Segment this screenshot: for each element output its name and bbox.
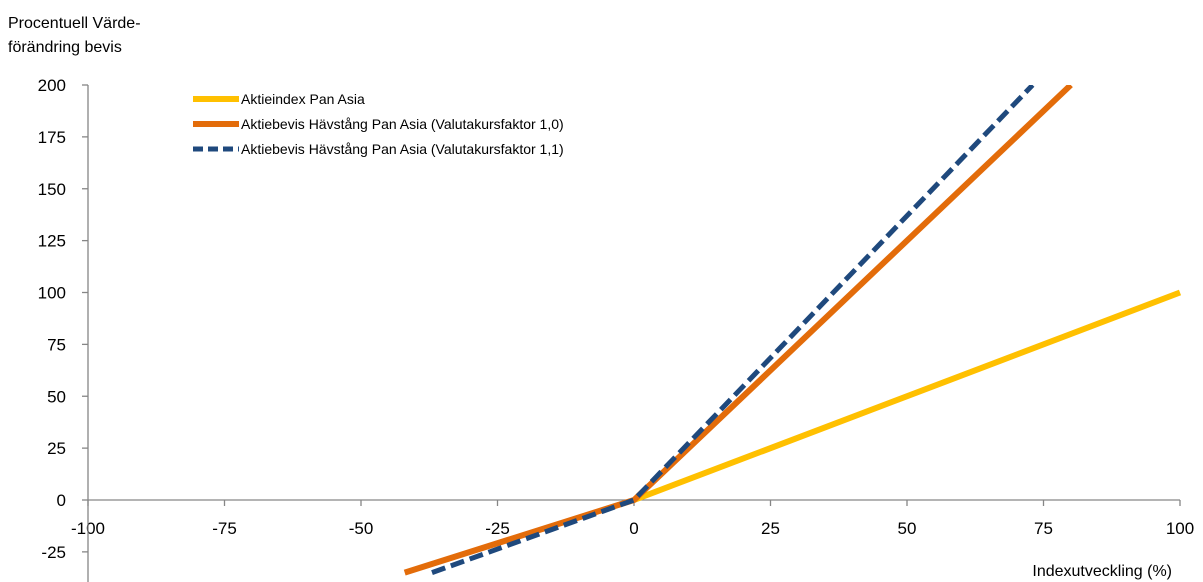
y-tick-label: 125 — [38, 232, 66, 251]
x-axis-label: Indexutveckling (%) — [1032, 563, 1172, 580]
series-line-3 — [431, 85, 1035, 575]
legend: Aktieindex Pan Asia Aktiebevis Hävstång P… — [193, 91, 564, 157]
x-tick-label: -50 — [349, 519, 374, 538]
y-tick-label: 150 — [38, 180, 66, 199]
x-tick-label: -75 — [212, 519, 237, 538]
legend-label-3: Aktiebevis Hävstång Pan Asia (Valutakurs… — [241, 141, 564, 157]
series-lines — [403, 85, 1182, 576]
y-tick-label: 75 — [47, 335, 66, 354]
x-tick-label: -25 — [485, 519, 510, 538]
y-tick-label: 0 — [57, 491, 66, 510]
y-tick-label: 200 — [38, 76, 66, 95]
legend-label-1: Aktieindex Pan Asia — [241, 91, 365, 107]
y-axis-ticks: 200 175 150 125 100 75 50 25 0 -25 — [38, 76, 88, 562]
x-tick-label: 75 — [1034, 519, 1053, 538]
y-axis-label-line-1: Procentuell Värde- — [8, 15, 141, 32]
x-tick-label: 100 — [1166, 519, 1194, 538]
y-tick-label: 175 — [38, 128, 66, 147]
series-line-2 — [403, 85, 1073, 576]
legend-label-2: Aktiebevis Hävstång Pan Asia (Valutakurs… — [241, 116, 564, 132]
y-tick-label: 25 — [47, 439, 66, 458]
y-tick-label: 100 — [38, 284, 66, 303]
x-axis-ticks: -100 -75 -50 -25 0 25 50 75 100 — [71, 500, 1194, 538]
series-line-1 — [632, 289, 1182, 503]
y-axis-label-line-2: förändring bevis — [8, 39, 122, 56]
y-tick-label: 50 — [47, 387, 66, 406]
y-tick-label: -25 — [41, 543, 66, 562]
x-tick-label: 50 — [898, 519, 917, 538]
x-tick-label: 25 — [761, 519, 780, 538]
x-tick-label: 0 — [629, 519, 638, 538]
